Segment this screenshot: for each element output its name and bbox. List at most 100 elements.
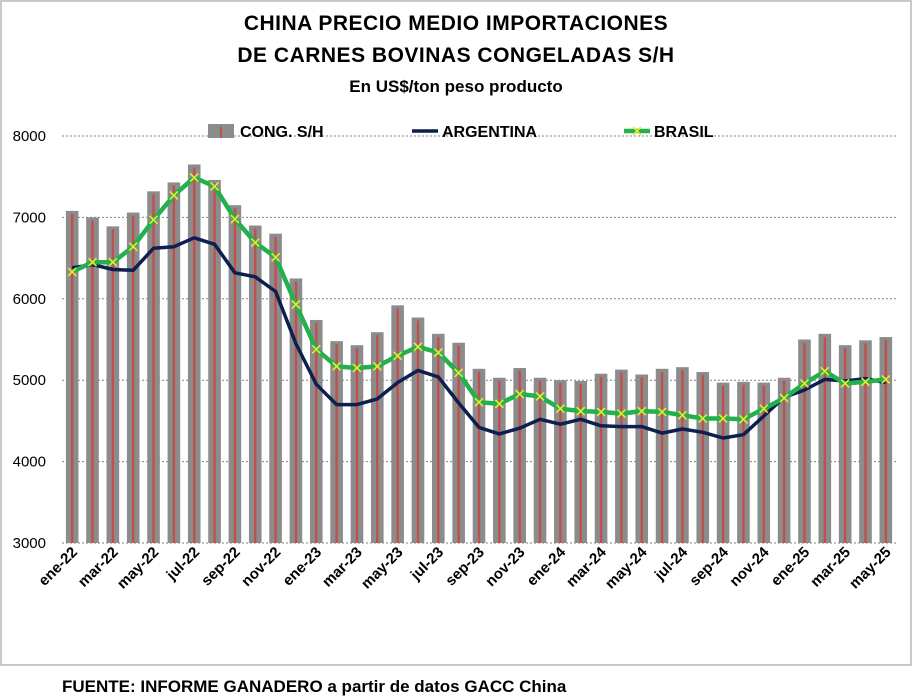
legend-marker-brasil: [632, 126, 642, 136]
bar-stripe: [477, 371, 481, 543]
bar-stripe: [782, 380, 786, 543]
brasil-point-marker: [230, 214, 240, 224]
x-tick-label: nov-24: [726, 543, 773, 590]
brasil-point-marker: [67, 267, 77, 277]
brasil-point-marker: [718, 413, 728, 424]
bar-stripe: [681, 370, 684, 543]
brasil-point-marker: [433, 347, 443, 358]
bar-stripe: [254, 228, 257, 544]
brasil-point-marker: [637, 406, 647, 416]
brasil-point-marker: [555, 404, 565, 414]
x-tick-label: may-24: [602, 543, 651, 592]
bar-stripe: [294, 281, 298, 543]
x-tick-label: ene-23: [279, 544, 325, 590]
line-argentina: [71, 236, 887, 440]
x-tick-label: nov-22: [238, 544, 284, 590]
bar-stripe: [213, 182, 216, 543]
bar-stripe: [457, 345, 460, 543]
brasil-point-marker: [677, 410, 687, 420]
y-tick-label: 5000: [13, 372, 46, 389]
bar-stripe: [376, 335, 379, 543]
brasil-point-marker: [881, 374, 891, 384]
brasil-point-marker: [250, 238, 260, 248]
line-series: [67, 172, 891, 440]
legend-swatch-stripe: [220, 127, 222, 138]
chart-title-line2: DE CARNES BOVINAS CONGELADAS S/H: [237, 44, 675, 67]
brasil-point-marker: [535, 391, 545, 402]
brasil-point-marker: [291, 299, 301, 310]
bar-stripe: [640, 377, 643, 543]
bar-stripe: [559, 383, 562, 543]
x-tick-label: ene-25: [768, 544, 814, 590]
brasil-point-marker: [271, 252, 281, 262]
legend-label: ARGENTINA: [442, 124, 538, 141]
bar-stripe: [111, 229, 115, 543]
x-tick-label: nov-23: [482, 544, 528, 590]
bar-stripe: [843, 348, 847, 543]
brasil-point-marker: [799, 378, 810, 389]
brasil-point-marker: [372, 361, 382, 371]
brasil-point-marker: [169, 190, 179, 200]
bar-stripe: [762, 385, 765, 543]
legend-label: CONG. S/H: [240, 124, 324, 141]
brasil-point-marker: [596, 407, 606, 417]
y-tick-label: 7000: [13, 209, 46, 226]
bar-stripe: [518, 370, 521, 543]
bar-stripe: [498, 380, 501, 543]
bar-stripe: [274, 236, 277, 543]
x-tick-label: sep-24: [686, 543, 732, 589]
x-tick-label: may-25: [846, 544, 895, 593]
bar-stripe: [742, 384, 745, 543]
brasil-point-marker: [108, 257, 118, 267]
brasil-point-marker: [148, 215, 159, 225]
bar-stripe: [803, 342, 806, 543]
chart-title-line1: CHINA PRECIO MEDIO IMPORTACIONES: [243, 12, 669, 35]
chart-canvas: 3000 4000 5000 6000 7000 8000 ene-22mar-22may…: [13, 124, 896, 593]
bar-stripe: [437, 336, 440, 543]
brasil-point-marker: [128, 242, 138, 252]
y-tick-label: 3000: [13, 535, 46, 552]
brasil-point-marker: [209, 181, 220, 192]
x-tick-label: mar-22: [75, 544, 122, 591]
brasil-point-marker: [494, 399, 504, 409]
x-tick-label: ene-24: [524, 543, 570, 589]
bar-stripe: [864, 343, 867, 543]
y-axis: 3000 4000 5000 6000 7000 8000: [13, 128, 46, 552]
bar-stripe: [538, 380, 542, 543]
brasil-point-marker: [332, 361, 342, 371]
brasil-point-marker: [311, 344, 321, 354]
bar-stripe: [416, 320, 420, 543]
legend-label: BRASIL: [654, 124, 714, 141]
bar-stripe: [823, 336, 827, 543]
x-tick-label: jul-22: [163, 544, 203, 584]
bar-stripe: [152, 194, 155, 544]
bar-series: [65, 164, 893, 544]
y-tick-label: 6000: [13, 291, 46, 308]
bar-stripe: [721, 385, 725, 543]
brasil-point-marker: [474, 397, 484, 407]
legend: CONG. S/H ARGENTINA BRASIL: [208, 124, 714, 141]
brasil-point-marker: [759, 404, 769, 414]
x-tick-label: mar-23: [319, 544, 366, 591]
chart-subtitle: En US$/ton peso producto: [349, 77, 563, 96]
bar-stripe: [579, 384, 582, 543]
brasil-point-marker: [738, 414, 749, 424]
bar-stripe: [335, 344, 338, 543]
brasil-point-marker: [657, 407, 667, 417]
brasil-point-marker: [189, 172, 199, 183]
brasil-point-marker: [413, 342, 423, 352]
brasil-point-marker: [779, 393, 789, 403]
brasil-point-marker: [616, 409, 626, 419]
brasil-point-marker: [860, 377, 871, 387]
x-tick-label: may-23: [358, 544, 407, 593]
bar-stripe: [193, 167, 196, 544]
bar-stripe: [131, 215, 135, 544]
x-tick-label: sep-23: [442, 544, 488, 590]
bar-stripe: [233, 208, 237, 543]
bar-stripe: [884, 340, 888, 543]
brasil-point-marker: [576, 406, 586, 416]
x-tick-label: jul-23: [407, 544, 447, 584]
y-tick-label: 4000: [13, 454, 46, 471]
x-tick-label: mar-24: [563, 543, 610, 590]
y-tick-label: 8000: [13, 128, 46, 145]
